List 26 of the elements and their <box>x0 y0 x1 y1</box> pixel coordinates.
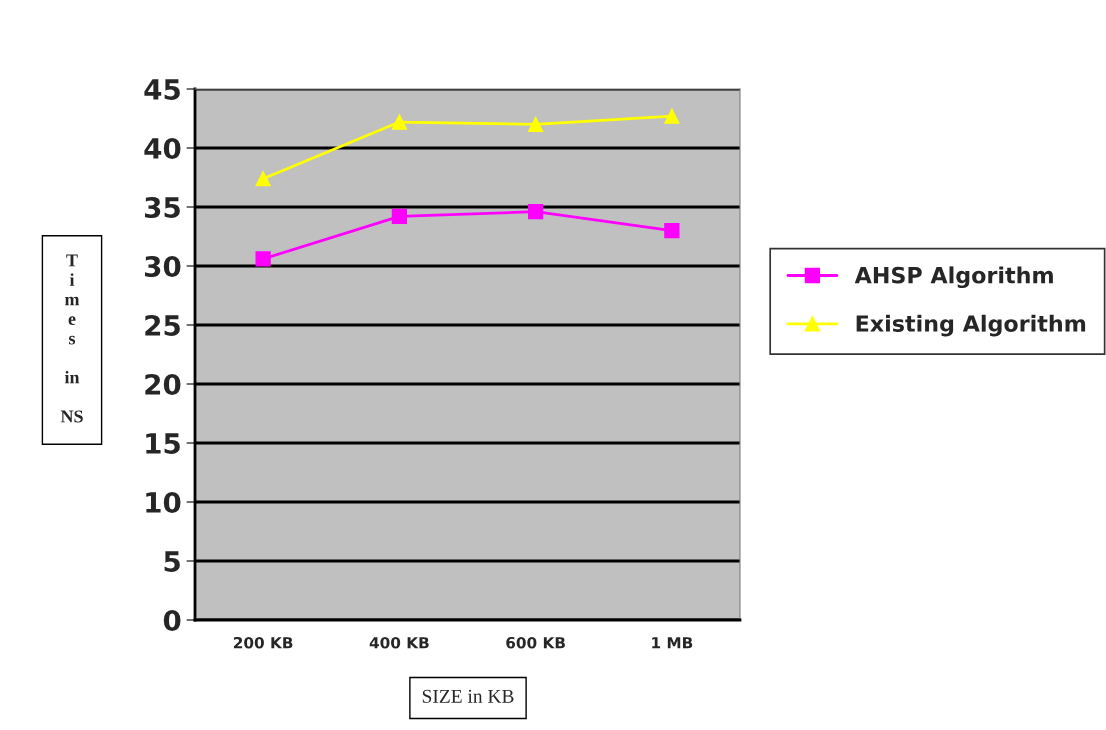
y-tick-label: 5 <box>164 551 180 572</box>
y-tick-label: 10 <box>146 491 181 513</box>
point <box>664 108 680 124</box>
y-tick-label: 25 <box>145 314 180 336</box>
point <box>255 251 271 267</box>
y-tick-label: 30 <box>145 255 181 277</box>
y-tick-label: 0 <box>163 609 181 631</box>
x-axis-title: SIZE in KB <box>422 689 514 703</box>
legend-label: Existing Algorithm <box>856 314 1086 337</box>
point <box>391 208 408 225</box>
y-tick-label: 45 <box>144 79 180 100</box>
x-tick-label: 400 KB <box>369 636 429 649</box>
x-tick-label: 1 MB <box>652 637 693 649</box>
point <box>391 114 408 130</box>
point <box>527 116 544 133</box>
point <box>255 171 271 187</box>
x-tick-label: 600 KB <box>506 636 565 649</box>
y-tick-label: 15 <box>146 433 180 454</box>
y-tick-label: 35 <box>145 196 180 218</box>
legend-label: AHSP Algorithm <box>854 266 1053 289</box>
y-tick-label: 40 <box>144 137 181 159</box>
text: Times in NS <box>60 254 83 423</box>
x-tick-label: 200 KB <box>233 636 293 649</box>
y-tick-label: 20 <box>145 373 181 395</box>
point <box>664 222 680 239</box>
point <box>527 204 544 220</box>
